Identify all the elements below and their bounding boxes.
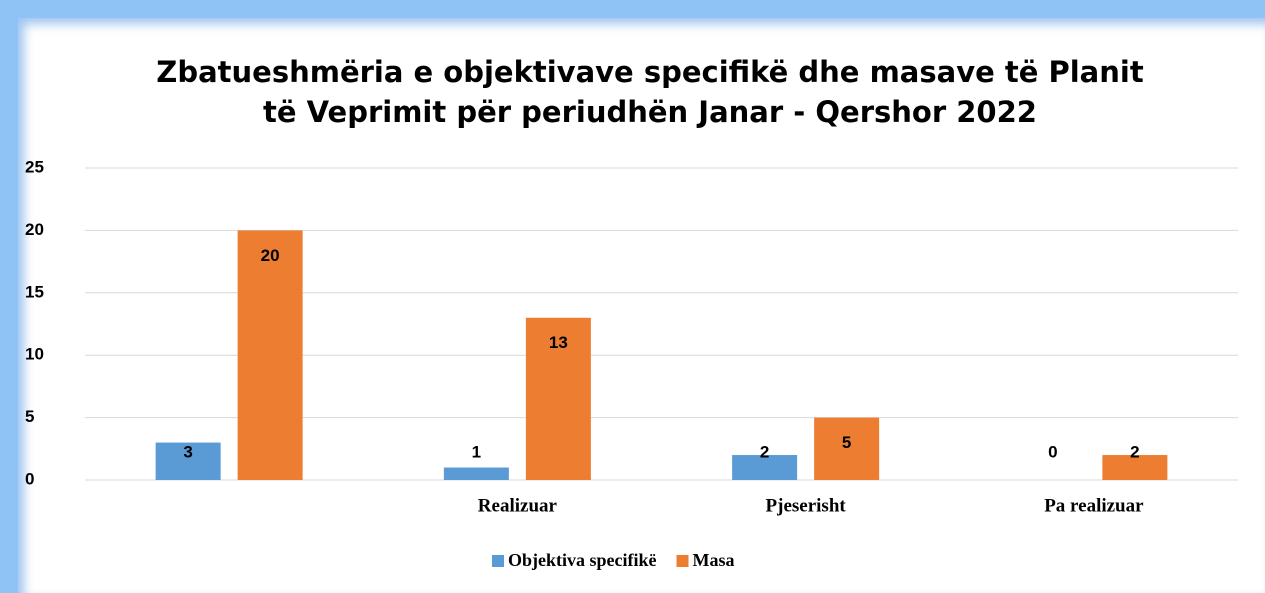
y-tick-label: 0 <box>25 469 34 488</box>
bar <box>443 467 509 480</box>
y-tick-label: 20 <box>25 220 44 239</box>
bar <box>525 317 591 480</box>
legend-swatch <box>492 555 504 567</box>
data-label: 2 <box>1130 442 1139 461</box>
data-label: 5 <box>842 433 851 452</box>
data-label: 13 <box>549 333 568 352</box>
data-label: 0 <box>1048 442 1057 461</box>
data-label: 20 <box>261 246 280 265</box>
chart-area <box>18 18 1265 593</box>
bar <box>732 455 798 480</box>
legend-label: Objektiva specifikë <box>508 550 657 570</box>
bar <box>155 442 221 480</box>
y-tick-label: 25 <box>25 157 44 176</box>
bar <box>814 417 880 480</box>
y-tick-label: 15 <box>25 282 44 301</box>
y-tick-label: 5 <box>25 407 34 426</box>
data-label: 2 <box>760 442 769 461</box>
legend-swatch <box>676 555 689 567</box>
legend-label: Masa <box>693 550 735 570</box>
x-tick-label: Pjeserisht <box>766 495 847 516</box>
x-tick-label: Pa realizuar <box>1044 495 1144 516</box>
data-label: 3 <box>183 442 192 461</box>
x-tick-label: Realizuar <box>478 495 558 516</box>
bar <box>237 230 303 480</box>
bar <box>1102 455 1168 480</box>
chart-title: Zbatueshmëria e objektivave specifikë dh… <box>156 55 1144 129</box>
data-label: 1 <box>472 442 481 461</box>
y-tick-label: 10 <box>25 345 44 364</box>
